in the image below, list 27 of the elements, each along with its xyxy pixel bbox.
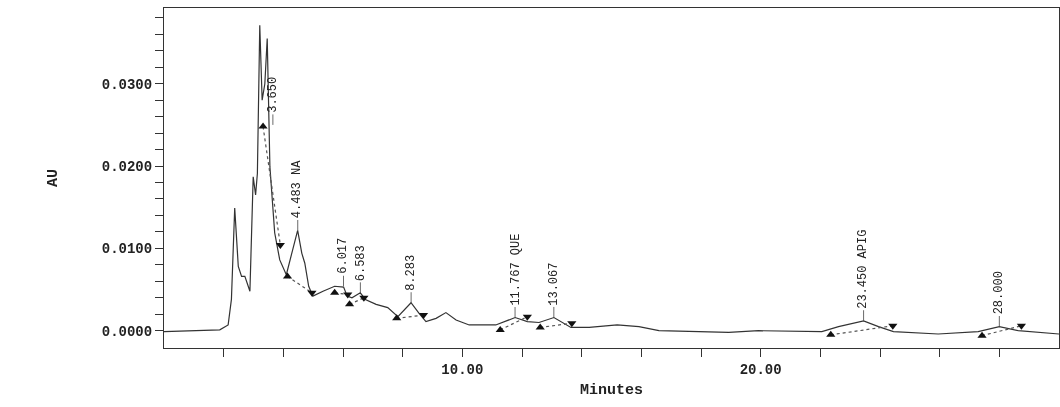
annotation: 23.450 APIG xyxy=(856,229,871,309)
x-tick-label: 10.00 xyxy=(441,361,484,378)
point xyxy=(567,321,577,328)
y-tick-label: 0.0000 xyxy=(101,323,153,340)
point xyxy=(343,292,353,299)
point xyxy=(258,122,268,129)
annotation: 28.000 xyxy=(992,271,1007,315)
annotation: 4.483 NA xyxy=(290,159,305,219)
point xyxy=(495,325,505,332)
annotation: 6.017 xyxy=(336,237,351,274)
point xyxy=(826,330,836,337)
annotation: 6.583 xyxy=(353,245,368,282)
annotation: 3.650 xyxy=(265,76,280,113)
y-tick-label: 0.0200 xyxy=(101,158,153,175)
annotation: 11.767 QUE xyxy=(508,233,523,306)
annotation: 8.283 xyxy=(404,254,419,291)
point xyxy=(330,288,340,295)
point xyxy=(275,243,285,250)
y-tick-label: 0.0300 xyxy=(101,76,153,93)
y-axis-title: AU xyxy=(45,168,63,188)
point xyxy=(522,314,532,321)
point xyxy=(977,331,987,338)
y-tick-label: 0.0100 xyxy=(101,241,153,258)
annotation: 13.067 xyxy=(546,262,561,306)
point xyxy=(307,290,317,297)
x-tick-label: 20.00 xyxy=(739,361,782,378)
x-axis-title: Minutes xyxy=(579,381,644,399)
